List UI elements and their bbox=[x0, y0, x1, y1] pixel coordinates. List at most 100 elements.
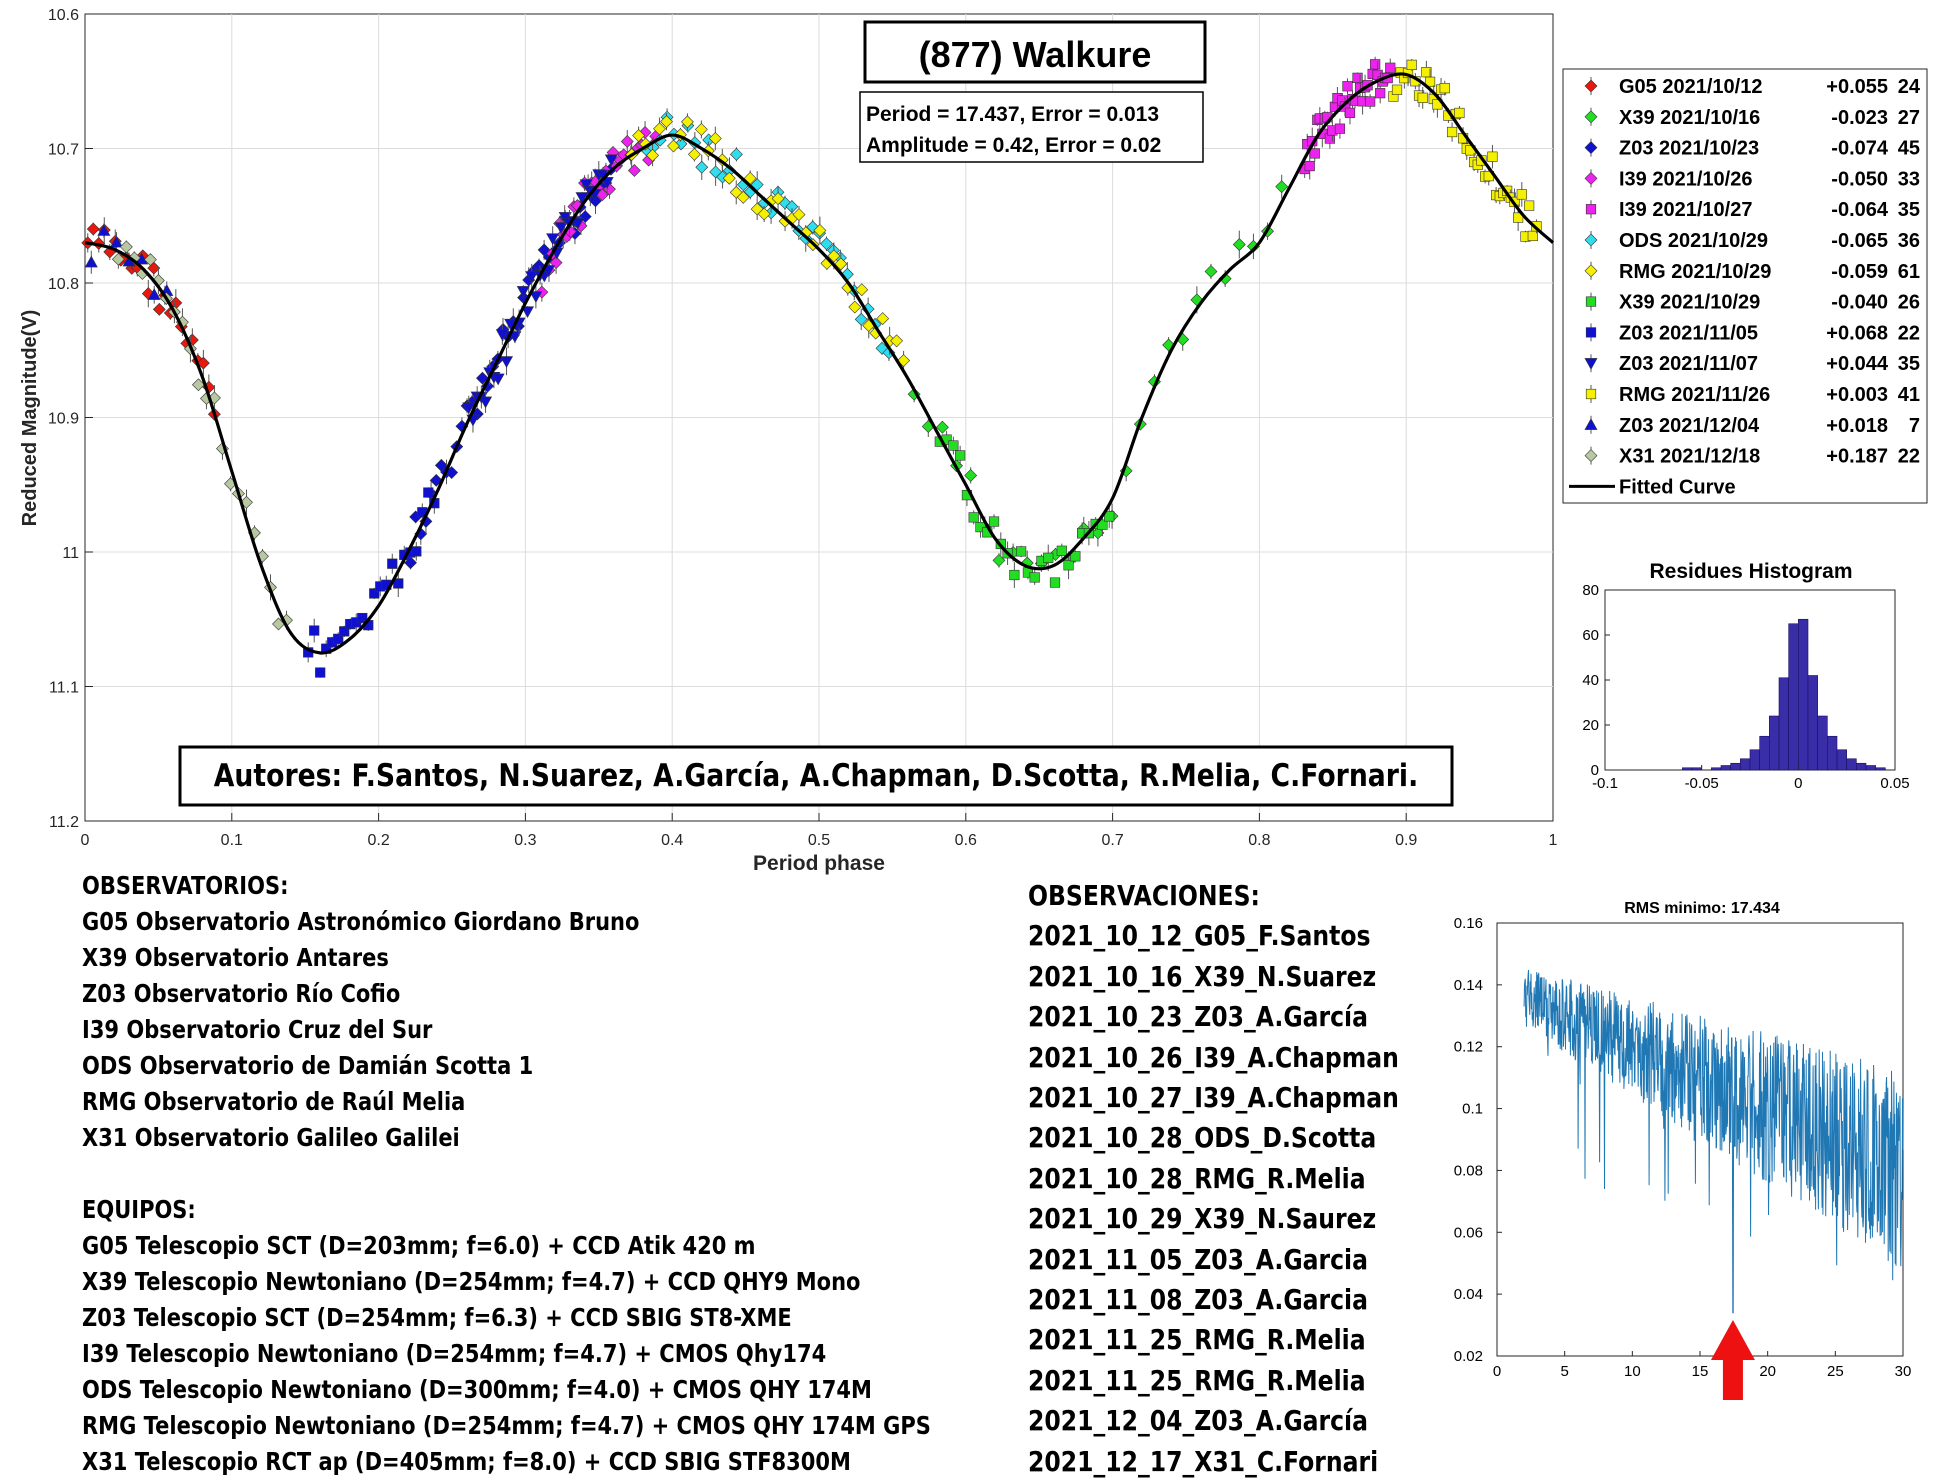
histogram-bar bbox=[1691, 767, 1702, 771]
legend-series-name: RMG 2021/11/26 bbox=[1619, 384, 1770, 406]
data-point bbox=[86, 222, 100, 236]
data-point bbox=[820, 237, 833, 251]
data-point bbox=[1309, 148, 1320, 159]
legend-series-name: Z03 2021/10/23 bbox=[1619, 138, 1759, 160]
data-point bbox=[1275, 180, 1289, 194]
lightcurve-ylabel: Reduced Magnitude(V) bbox=[19, 310, 41, 527]
legend-series-name: X39 2021/10/29 bbox=[1619, 292, 1760, 314]
observation-line: 2021_10_23_Z03_A.García bbox=[1028, 1000, 1368, 1034]
legend-series-name: X39 2021/10/16 bbox=[1619, 107, 1760, 129]
title-box bbox=[863, 20, 1207, 84]
data-point bbox=[1487, 151, 1498, 162]
observatorios-heading: OBSERVATORIOS: bbox=[82, 871, 289, 900]
rms-y-tick-label: 0.06 bbox=[1454, 1224, 1483, 1241]
rms-title: RMS minimo: 17.434 bbox=[1624, 900, 1780, 917]
rms-periodogram: RMS minimo: 17.434 0 5 10 15 20 25 30 0.02 0.04 0… bbox=[1454, 900, 1912, 1400]
hist-x-tick-label: -0.05 bbox=[1685, 775, 1719, 792]
data-point bbox=[495, 329, 509, 342]
legend-offset: -0.064 bbox=[1831, 199, 1889, 221]
data-point bbox=[681, 115, 694, 129]
y-tick-label: 10.8 bbox=[48, 276, 79, 293]
observatory-line: X39 Observatorio Antares bbox=[82, 943, 389, 972]
data-point bbox=[1385, 62, 1396, 73]
rms-y-tick-label: 0.12 bbox=[1454, 1039, 1483, 1056]
data-point bbox=[792, 208, 806, 221]
rms-x-tick-label: 30 bbox=[1895, 1363, 1912, 1380]
rms-x-tick-label: 25 bbox=[1827, 1363, 1844, 1380]
rms-y-tick-label: 0.02 bbox=[1454, 1348, 1483, 1365]
hist-x-tick-label: 0.05 bbox=[1880, 775, 1909, 792]
lightcurve-grid bbox=[85, 14, 1553, 821]
data-point bbox=[554, 222, 568, 234]
data-point bbox=[1417, 92, 1428, 103]
data-point bbox=[620, 135, 634, 148]
data-point bbox=[1365, 96, 1376, 107]
y-tick-label: 10.6 bbox=[48, 7, 79, 24]
data-point bbox=[462, 402, 476, 415]
legend-marker bbox=[1585, 327, 1597, 338]
histogram-bar bbox=[1730, 762, 1741, 771]
x-tick-label: 0.1 bbox=[221, 832, 243, 849]
legend-count: 36 bbox=[1898, 230, 1920, 252]
data-point bbox=[147, 288, 161, 300]
data-point bbox=[854, 312, 868, 326]
data-point bbox=[653, 122, 666, 136]
data-point bbox=[315, 667, 326, 678]
legend-box bbox=[1562, 68, 1928, 504]
data-point bbox=[500, 356, 514, 368]
histogram-bar bbox=[1875, 767, 1886, 771]
legend-offset: -0.050 bbox=[1831, 168, 1888, 190]
data-point bbox=[1454, 107, 1465, 119]
legend-count: 45 bbox=[1898, 138, 1920, 160]
observation-line: 2021_10_16_X39_N.Suarez bbox=[1028, 959, 1377, 993]
lightcurve-ticks: 0 0.1 0.2 0.3 0.4 0.5 0.6 0.7 0.8 0.9 1 10.6 10.7 10.… bbox=[48, 7, 1558, 849]
histogram-bar bbox=[1836, 749, 1847, 771]
data-point bbox=[369, 588, 380, 599]
data-point bbox=[1391, 84, 1403, 95]
legend-marker bbox=[1584, 449, 1598, 463]
equipment-line: RMG Telescopio Newtoniano (D=254mm; f=4.… bbox=[82, 1411, 931, 1440]
hist-y-tick-label: 20 bbox=[1582, 717, 1599, 734]
data-point bbox=[109, 235, 123, 248]
legend-series-name: ODS 2021/10/29 bbox=[1619, 230, 1768, 252]
data-point bbox=[646, 148, 659, 162]
data-point bbox=[119, 240, 133, 254]
amplitude-text: Amplitude = 0.42, Error = 0.02 bbox=[866, 134, 1161, 157]
histogram-bar bbox=[1759, 735, 1770, 771]
data-point bbox=[604, 154, 618, 167]
data-point bbox=[736, 190, 750, 204]
legend-offset: +0.055 bbox=[1826, 76, 1888, 98]
observatory-line: RMG Observatorio de Raúl Melia bbox=[82, 1087, 466, 1116]
rms-y-tick-label: 0.1 bbox=[1462, 1101, 1483, 1118]
y-tick-label: 10.9 bbox=[48, 411, 79, 428]
legend-marker bbox=[1584, 233, 1598, 247]
legend-offset: +0.068 bbox=[1826, 322, 1888, 344]
data-point bbox=[529, 291, 543, 304]
legend-offset: -0.040 bbox=[1831, 292, 1888, 314]
x-tick-label: 0.8 bbox=[1248, 832, 1270, 849]
data-point bbox=[1056, 545, 1067, 556]
data-point bbox=[589, 194, 602, 208]
hist-x-tick-label: 0 bbox=[1794, 775, 1802, 792]
legend-count: 61 bbox=[1898, 261, 1920, 283]
data-point bbox=[660, 115, 673, 129]
x-tick-label: 0 bbox=[81, 832, 90, 849]
data-point bbox=[546, 233, 560, 246]
data-point bbox=[97, 224, 111, 236]
data-point bbox=[476, 371, 489, 385]
histogram-bar bbox=[1817, 715, 1828, 771]
observation-line: 2021_12_04_Z03_A.García bbox=[1028, 1404, 1368, 1438]
legend-offset: +0.018 bbox=[1826, 415, 1888, 437]
legend-marker bbox=[1584, 141, 1598, 155]
histogram-bar bbox=[1711, 767, 1722, 771]
data-point bbox=[827, 249, 841, 263]
histogram-bar bbox=[1788, 623, 1799, 771]
legend-marker bbox=[1585, 296, 1597, 307]
data-point bbox=[192, 378, 205, 392]
histogram-bar bbox=[1740, 758, 1751, 771]
histogram-title: Residues Histogram bbox=[1649, 560, 1852, 583]
observatories-block: OBSERVATORIOS: G05 Observatorio Astronóm… bbox=[82, 868, 931, 1480]
data-point bbox=[722, 171, 736, 185]
data-point bbox=[1009, 569, 1020, 581]
